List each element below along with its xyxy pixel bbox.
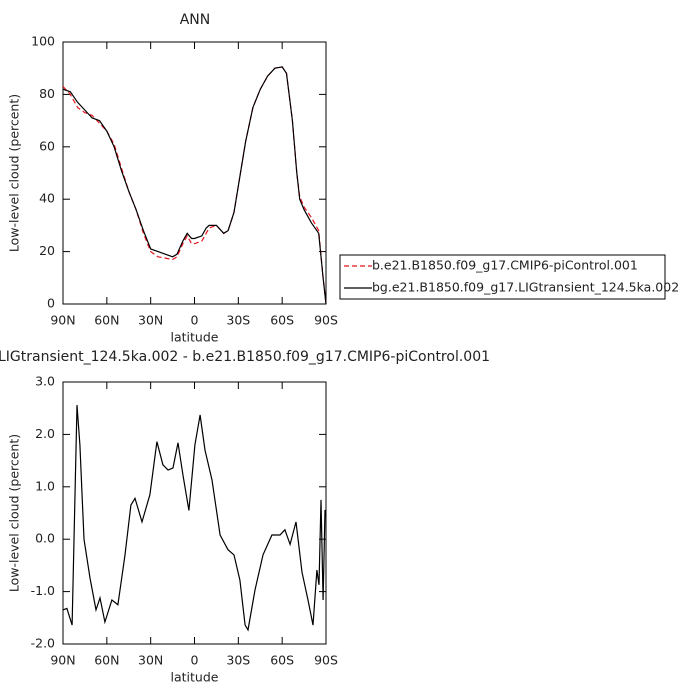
y-tick-label: 1.0	[35, 478, 55, 493]
x-tick-label: 90S	[314, 653, 338, 668]
data-line	[62, 405, 326, 632]
y-tick-label: 0.0	[35, 531, 55, 546]
y-tick-label: 60	[39, 138, 55, 153]
y-tick-label: 80	[39, 86, 55, 101]
y-tick-label: 0	[47, 296, 55, 311]
x-tick-label: 0	[191, 313, 199, 328]
data-line	[62, 66, 327, 305]
y-tick-label: -2.0	[31, 636, 55, 651]
plot-frame	[62, 381, 327, 645]
y-tick-label: -1.0	[31, 583, 55, 598]
y-tick-label: 40	[39, 191, 55, 206]
x-tick-label: 30N	[138, 653, 163, 668]
data-line	[62, 66, 327, 305]
chart-title: LIGtransient_124.5ka.002 - b.e21.B1850.f…	[0, 349, 490, 365]
legend-label: b.e21.B1850.f09_g17.CMIP6-piControl.001	[372, 258, 638, 273]
legend-label: bg.e21.B1850.f09_g17.LIGtransient_124.5k…	[372, 280, 679, 295]
y-tick-label: 20	[39, 243, 55, 258]
x-tick-label: 60N	[94, 313, 119, 328]
legend-box	[339, 254, 666, 300]
plot-frame	[62, 41, 327, 305]
x-axis-label: latitude	[171, 330, 219, 345]
chart-title: ANN	[180, 12, 211, 28]
x-tick-label: 90N	[50, 653, 75, 668]
x-tick-label: 0	[191, 653, 199, 668]
x-tick-label: 90S	[314, 313, 338, 328]
y-tick-label: 3.0	[35, 374, 55, 389]
x-tick-label: 60S	[270, 653, 294, 668]
x-tick-label: 60S	[270, 313, 294, 328]
x-tick-label: 30S	[226, 653, 250, 668]
x-tick-label: 30N	[138, 313, 163, 328]
x-tick-label: 60N	[94, 653, 119, 668]
y-axis-label: Low-level cloud (percent)	[7, 434, 22, 592]
x-tick-label: 30S	[226, 313, 250, 328]
y-tick-label: 2.0	[35, 426, 55, 441]
x-axis-label: latitude	[171, 670, 219, 685]
x-tick-label: 90N	[50, 313, 75, 328]
y-axis-label: Low-level cloud (percent)	[7, 94, 22, 252]
y-tick-label: 100	[31, 34, 55, 49]
